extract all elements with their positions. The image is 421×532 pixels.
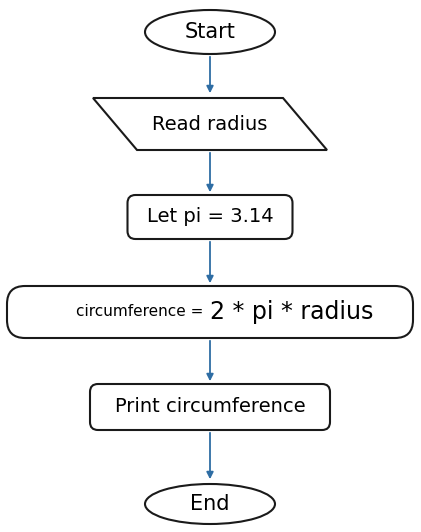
Text: 2 * pi * radius: 2 * pi * radius — [210, 300, 373, 324]
Ellipse shape — [145, 10, 275, 54]
Text: circumference =: circumference = — [76, 304, 208, 320]
FancyBboxPatch shape — [90, 384, 330, 430]
Ellipse shape — [145, 484, 275, 524]
FancyBboxPatch shape — [128, 195, 293, 239]
Text: Start: Start — [184, 22, 235, 42]
FancyBboxPatch shape — [7, 286, 413, 338]
Text: End: End — [190, 494, 230, 514]
Polygon shape — [93, 98, 327, 150]
Text: Let pi = 3.14: Let pi = 3.14 — [147, 207, 273, 227]
Text: Read radius: Read radius — [152, 114, 268, 134]
Text: Print circumference: Print circumference — [115, 397, 305, 417]
